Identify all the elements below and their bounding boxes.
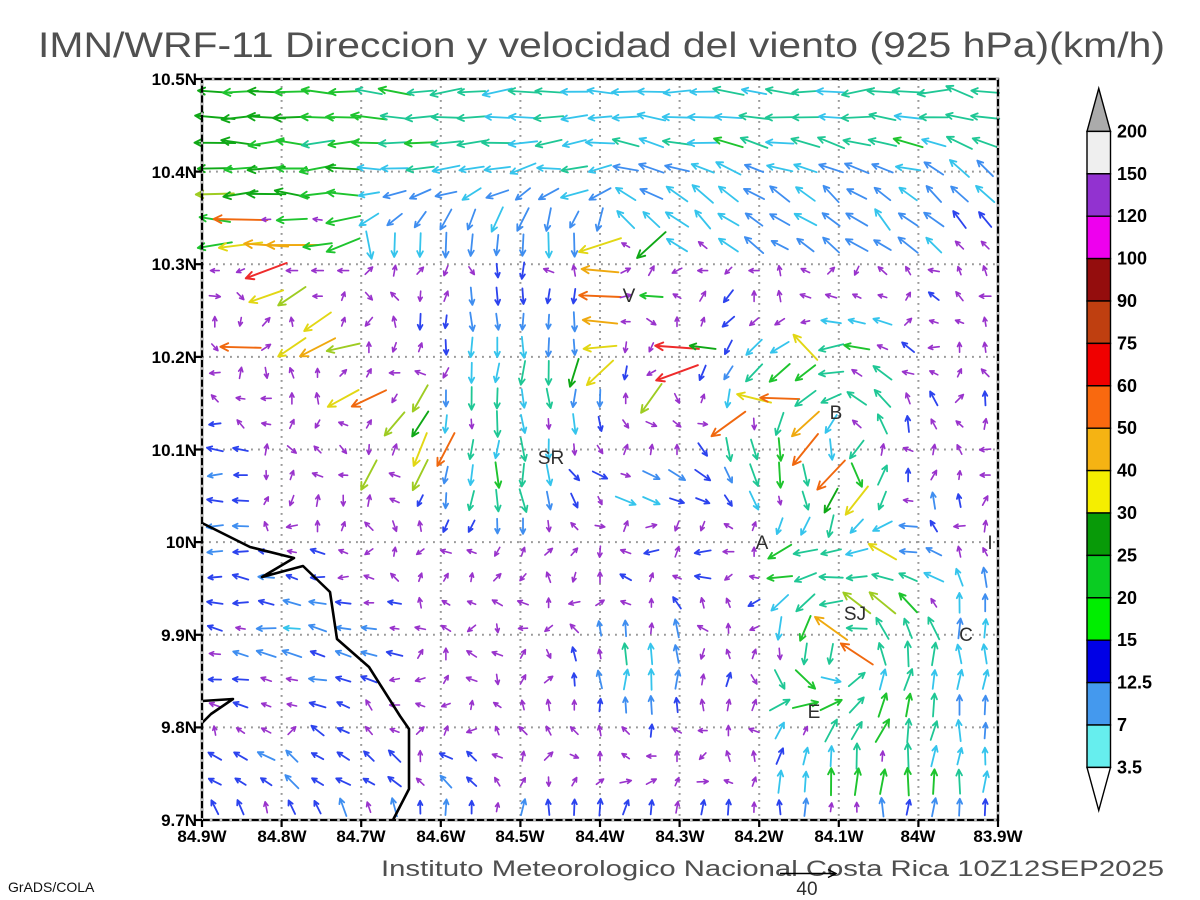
svg-text:SJ: SJ bbox=[844, 604, 866, 625]
svg-text:B: B bbox=[830, 403, 843, 424]
svg-text:I: I bbox=[987, 533, 992, 554]
svg-text:40: 40 bbox=[796, 879, 817, 900]
svg-text:E: E bbox=[808, 702, 821, 723]
svg-text:10.4N: 10.4N bbox=[152, 163, 197, 182]
svg-text:12.5: 12.5 bbox=[1117, 673, 1152, 693]
svg-text:90: 90 bbox=[1117, 291, 1137, 311]
svg-text:84.3W: 84.3W bbox=[655, 827, 705, 846]
svg-text:84.7W: 84.7W bbox=[336, 827, 386, 846]
svg-text:C: C bbox=[959, 625, 973, 646]
svg-text:40: 40 bbox=[1117, 461, 1137, 481]
svg-text:9.9N: 9.9N bbox=[161, 626, 197, 645]
svg-text:10N: 10N bbox=[166, 533, 197, 552]
svg-text:SR: SR bbox=[538, 448, 564, 469]
svg-text:10.3N: 10.3N bbox=[152, 255, 197, 274]
svg-text:84.8W: 84.8W bbox=[257, 827, 307, 846]
svg-text:84.2W: 84.2W bbox=[734, 827, 784, 846]
svg-text:84.6W: 84.6W bbox=[416, 827, 466, 846]
svg-text:9.8N: 9.8N bbox=[161, 718, 197, 737]
svg-text:100: 100 bbox=[1117, 249, 1147, 269]
svg-text:Instituto Meteorologico Nacion: Instituto Meteorologico Nacional Costa R… bbox=[381, 856, 1164, 881]
svg-text:84.5W: 84.5W bbox=[495, 827, 545, 846]
svg-text:84.9W: 84.9W bbox=[177, 827, 227, 846]
svg-text:10.2N: 10.2N bbox=[152, 348, 197, 367]
svg-text:15: 15 bbox=[1117, 630, 1137, 650]
svg-text:84W: 84W bbox=[901, 827, 937, 846]
svg-text:20: 20 bbox=[1117, 588, 1137, 608]
svg-text:200: 200 bbox=[1117, 121, 1147, 141]
svg-text:30: 30 bbox=[1117, 503, 1137, 523]
svg-text:50: 50 bbox=[1117, 418, 1137, 438]
svg-text:7: 7 bbox=[1117, 715, 1127, 735]
svg-text:V: V bbox=[623, 286, 636, 307]
svg-text:120: 120 bbox=[1117, 206, 1147, 226]
svg-text:3.5: 3.5 bbox=[1117, 757, 1142, 777]
svg-text:84.4W: 84.4W bbox=[575, 827, 625, 846]
svg-text:10.1N: 10.1N bbox=[152, 441, 197, 460]
svg-text:60: 60 bbox=[1117, 376, 1137, 396]
svg-text:IMN/WRF-11 Direccion y velocid: IMN/WRF-11 Direccion y velocidad del vie… bbox=[38, 25, 1165, 65]
svg-text:150: 150 bbox=[1117, 164, 1147, 184]
svg-text:75: 75 bbox=[1117, 333, 1137, 353]
svg-text:GrADS/COLA: GrADS/COLA bbox=[8, 879, 95, 895]
svg-text:83.9W: 83.9W bbox=[973, 827, 1023, 846]
svg-text:9.7N: 9.7N bbox=[161, 811, 197, 830]
svg-text:10.5N: 10.5N bbox=[152, 70, 197, 89]
svg-text:84.1W: 84.1W bbox=[814, 827, 864, 846]
svg-text:A: A bbox=[756, 533, 769, 554]
svg-text:25: 25 bbox=[1117, 545, 1137, 565]
